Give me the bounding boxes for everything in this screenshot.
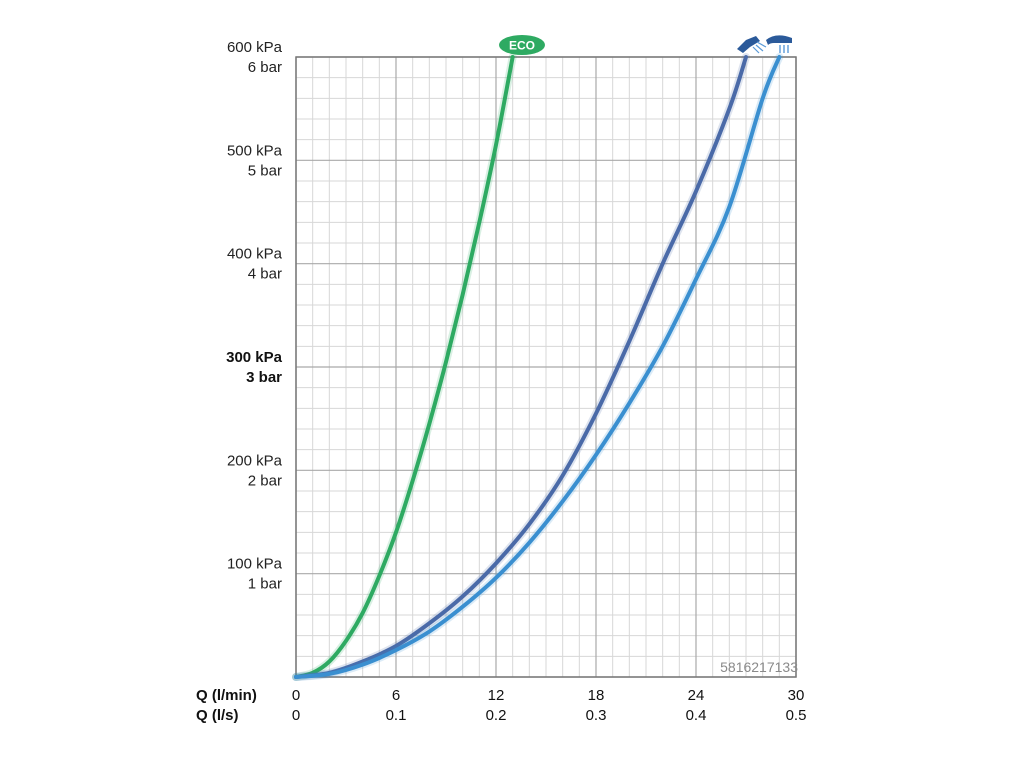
x-axis-title: Q (l/s) [196,707,239,724]
plot-frame [295,56,797,678]
y-tick-label-bar: 1 bar [248,576,282,593]
x-axis-labels: Q (l/min) 0 6 12 18 24 30 Q (l/s) 0 0.1 0.2 0.3 0.4 0… [196,687,806,724]
series-line-shower-head-rain [294,55,782,679]
x-tick-label: 0.5 [786,707,807,724]
y-tick-label-kpa: 100 kPa [227,556,283,573]
x-tick-label: 0 [292,687,300,704]
y-tick-label-kpa: 500 kPa [227,142,283,159]
shower-head-rain-icon [766,35,792,53]
y-axis-labels: 600 kPa 6 bar 500 kPa 5 bar 400 kPa 4 bar 300 … [226,39,283,593]
series-line-shower-head-spray [294,55,748,679]
y-tick-label-bar: 4 bar [248,266,282,283]
x-tick-label: 24 [688,687,705,704]
x-tick-label: 0.2 [486,707,507,724]
y-tick-label-kpa: 200 kPa [227,452,283,469]
y-tick-label-bar: 5 bar [248,162,282,179]
product-code: 5816217133 [720,659,798,675]
x-tick-label: 12 [488,687,505,704]
y-tick-label-bar: 6 bar [248,59,282,76]
eco-badge-bg [499,35,545,55]
y-tick-label-kpa: 400 kPa [227,246,283,263]
x-tick-label: 0 [292,707,300,724]
series-lines [292,53,784,681]
eco-badge: ECO [499,35,545,55]
shower-head-spray-icon [737,36,767,54]
x-axis-title: Q (l/min) [196,687,257,704]
y-tick-label-kpa: 600 kPa [227,39,283,56]
x-tick-label: 30 [788,687,805,704]
eco-badge-label: ECO [509,39,535,53]
y-tick-label-bar: 3 bar [246,369,282,386]
x-tick-label: 18 [588,687,605,704]
x-tick-label: 0.3 [586,707,607,724]
series-line-eco [294,55,515,679]
x-tick-label: 0.4 [686,707,707,724]
plot-border [295,56,797,678]
x-tick-label: 6 [392,687,400,704]
x-tick-label: 0.1 [386,707,407,724]
y-tick-label-kpa: 300 kPa [226,349,283,366]
y-tick-label-bar: 2 bar [248,472,282,489]
